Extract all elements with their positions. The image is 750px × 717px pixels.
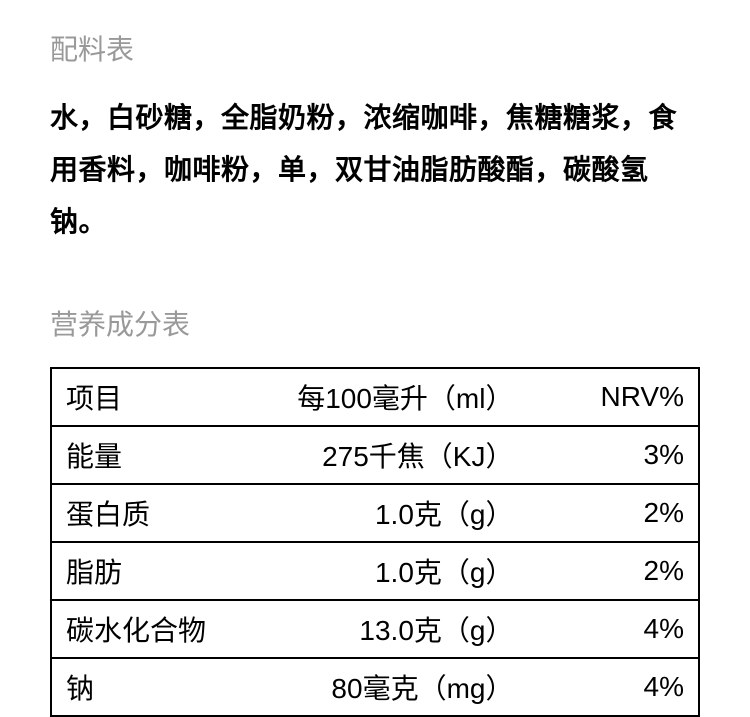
cell-per: 1.0克（g） xyxy=(232,484,543,542)
cell-per: 1.0克（g） xyxy=(232,542,543,600)
ingredients-section-title: 配料表 xyxy=(50,28,700,68)
cell-nrv: 4% xyxy=(543,600,699,658)
table-row: 钠 80毫克（mg） 4% xyxy=(51,658,699,716)
col-header-nrv: NRV% xyxy=(543,368,699,426)
cell-item: 碳水化合物 xyxy=(51,600,232,658)
col-header-item: 项目 xyxy=(51,368,232,426)
cell-per: 80毫克（mg） xyxy=(232,658,543,716)
cell-nrv: 2% xyxy=(543,542,699,600)
cell-per: 275千焦（KJ） xyxy=(232,426,543,484)
table-row: 脂肪 1.0克（g） 2% xyxy=(51,542,699,600)
cell-nrv: 3% xyxy=(543,426,699,484)
cell-nrv: 4% xyxy=(543,658,699,716)
nutrition-facts-table: 项目 每100毫升（ml） NRV% 能量 275千焦（KJ） 3% 蛋白质 1… xyxy=(50,367,700,717)
nutrition-section-title: 营养成分表 xyxy=(50,303,700,343)
cell-item: 蛋白质 xyxy=(51,484,232,542)
table-row: 蛋白质 1.0克（g） 2% xyxy=(51,484,699,542)
table-row: 碳水化合物 13.0克（g） 4% xyxy=(51,600,699,658)
col-header-per100ml: 每100毫升（ml） xyxy=(232,368,543,426)
cell-per: 13.0克（g） xyxy=(232,600,543,658)
cell-item: 能量 xyxy=(51,426,232,484)
cell-item: 脂肪 xyxy=(51,542,232,600)
table-row: 能量 275千焦（KJ） 3% xyxy=(51,426,699,484)
cell-item: 钠 xyxy=(51,658,232,716)
ingredients-list-text: 水，白砂糖，全脂奶粉，浓缩咖啡，焦糖糖浆，食用香料，咖啡粉，单，双甘油脂肪酸酯，… xyxy=(50,92,700,247)
table-header-row: 项目 每100毫升（ml） NRV% xyxy=(51,368,699,426)
cell-nrv: 2% xyxy=(543,484,699,542)
